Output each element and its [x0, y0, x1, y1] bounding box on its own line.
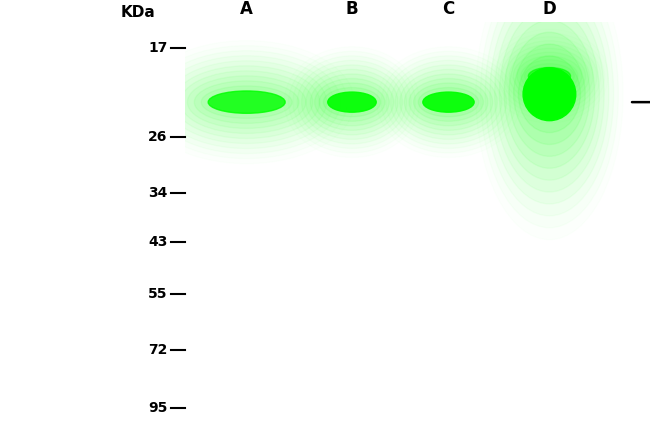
- Text: 72: 72: [148, 343, 168, 357]
- Text: 55: 55: [148, 286, 168, 301]
- Ellipse shape: [514, 44, 585, 145]
- Ellipse shape: [315, 79, 389, 126]
- Ellipse shape: [523, 68, 576, 121]
- Text: KDa: KDa: [120, 5, 155, 20]
- Ellipse shape: [319, 83, 385, 121]
- Ellipse shape: [194, 81, 299, 123]
- Ellipse shape: [504, 20, 595, 168]
- Ellipse shape: [328, 92, 376, 112]
- Ellipse shape: [509, 32, 590, 156]
- Text: A: A: [240, 0, 253, 18]
- Ellipse shape: [409, 79, 488, 126]
- Ellipse shape: [202, 86, 292, 118]
- Text: 26: 26: [148, 130, 168, 144]
- Ellipse shape: [528, 68, 571, 84]
- Text: D: D: [543, 0, 556, 18]
- Ellipse shape: [208, 91, 285, 113]
- Text: B: B: [346, 0, 358, 18]
- Text: 17: 17: [148, 41, 168, 55]
- Text: C: C: [443, 0, 454, 18]
- Text: 95: 95: [148, 401, 168, 415]
- Ellipse shape: [518, 56, 580, 133]
- Ellipse shape: [413, 83, 484, 121]
- Text: 34: 34: [148, 186, 168, 200]
- Text: 43: 43: [148, 235, 168, 249]
- Ellipse shape: [323, 88, 381, 117]
- Ellipse shape: [418, 88, 479, 117]
- Ellipse shape: [423, 92, 474, 112]
